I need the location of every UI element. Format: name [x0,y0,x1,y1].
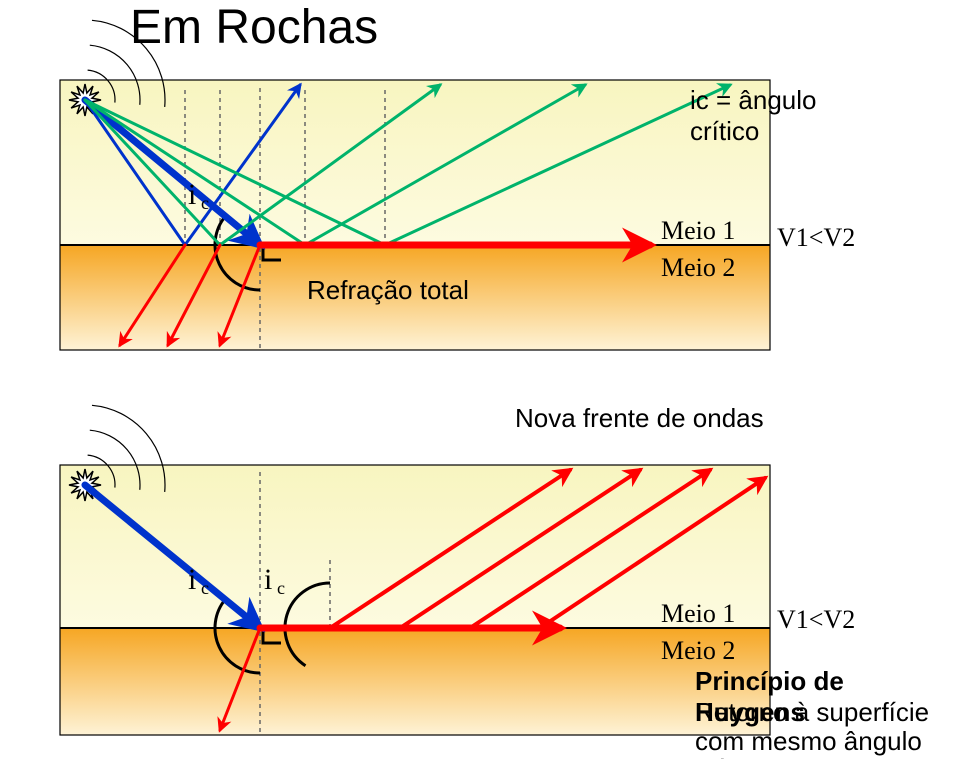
label-retorno: Retorno à superfície com mesmo ângulo cr… [695,698,929,759]
label-meio1-b: Meio 1 [661,599,735,629]
label-ic-a: i [188,178,196,212]
label-ic-b2: i [264,563,272,597]
label-meio2-a: Meio 2 [661,253,735,283]
label-v1v2-a: V1<V2 [777,223,855,253]
label-refracao-total: Refração total [307,275,469,306]
label-v1v2-b: V1<V2 [777,605,855,635]
label-ic-b2-sub: c [277,578,285,599]
label-meio1-a: Meio 1 [661,216,735,246]
label-ic-b1: i [188,563,196,597]
label-ic-b1-sub: c [201,578,209,599]
label-ic-eq: ic = ângulo crítico [690,85,816,147]
label-ic-a-sub: c [201,193,209,214]
label-meio2-b: Meio 2 [661,636,735,666]
label-nova-frente: Nova frente de ondas [515,403,764,434]
page-title: Em Rochas [130,0,378,55]
